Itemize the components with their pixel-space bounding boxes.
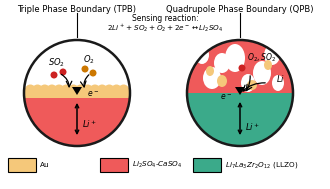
Circle shape (25, 84, 36, 95)
Circle shape (50, 71, 57, 78)
Ellipse shape (206, 66, 214, 76)
FancyBboxPatch shape (193, 158, 221, 172)
Circle shape (118, 84, 129, 95)
Text: Triple Phase Boundary (TPB): Triple Phase Boundary (TPB) (17, 5, 137, 14)
Polygon shape (187, 93, 293, 151)
Text: $O_2$: $O_2$ (83, 54, 95, 66)
Circle shape (89, 70, 96, 77)
Ellipse shape (272, 75, 284, 91)
Polygon shape (24, 35, 130, 93)
Ellipse shape (241, 74, 255, 92)
Circle shape (89, 84, 100, 95)
Text: $Li^+$: $Li^+$ (245, 121, 260, 133)
Circle shape (75, 84, 86, 95)
Text: Au: Au (40, 162, 50, 168)
Text: Quadrupole Phase Boundary (QPB): Quadrupole Phase Boundary (QPB) (166, 5, 314, 14)
Ellipse shape (253, 61, 271, 85)
Text: $Li_7La_3Zr_2O_{12}$ (LLZO): $Li_7La_3Zr_2O_{12}$ (LLZO) (225, 160, 298, 170)
Ellipse shape (217, 75, 227, 87)
Circle shape (53, 84, 65, 95)
Polygon shape (24, 88, 130, 98)
Ellipse shape (195, 46, 209, 64)
Ellipse shape (203, 67, 221, 89)
Text: $Li$: $Li$ (276, 73, 284, 84)
Circle shape (61, 84, 72, 95)
Circle shape (59, 68, 67, 75)
Circle shape (239, 64, 246, 71)
Ellipse shape (247, 80, 257, 90)
FancyBboxPatch shape (100, 158, 128, 172)
Circle shape (39, 84, 50, 95)
Ellipse shape (225, 44, 245, 72)
Text: $2Li^+ + SO_2 + O_2 + 2e^- \leftrightarrow Li_2SO_4$: $2Li^+ + SO_2 + O_2 + 2e^- \leftrightarr… (107, 22, 223, 33)
Text: $e^-$: $e^-$ (87, 89, 99, 99)
Text: $SO_2$: $SO_2$ (49, 57, 66, 69)
Text: Sensing reaction:: Sensing reaction: (132, 14, 198, 23)
Circle shape (32, 84, 43, 95)
Circle shape (82, 66, 88, 73)
Polygon shape (24, 93, 130, 151)
Ellipse shape (264, 60, 272, 70)
Polygon shape (72, 87, 82, 95)
Ellipse shape (264, 45, 280, 65)
Text: $O_2, SO_2$: $O_2, SO_2$ (248, 52, 277, 64)
Circle shape (82, 84, 93, 95)
Circle shape (97, 84, 108, 95)
Text: $e^-$: $e^-$ (220, 92, 232, 102)
Ellipse shape (214, 53, 230, 73)
Circle shape (47, 84, 57, 95)
Text: $Li_2SO_4$-$CaSO_4$: $Li_2SO_4$-$CaSO_4$ (132, 160, 182, 170)
Circle shape (104, 84, 115, 95)
Circle shape (111, 84, 122, 95)
FancyBboxPatch shape (8, 158, 36, 172)
Polygon shape (235, 87, 245, 95)
Text: $Li^+$: $Li^+$ (82, 118, 97, 130)
Circle shape (68, 84, 79, 95)
Polygon shape (187, 35, 293, 93)
